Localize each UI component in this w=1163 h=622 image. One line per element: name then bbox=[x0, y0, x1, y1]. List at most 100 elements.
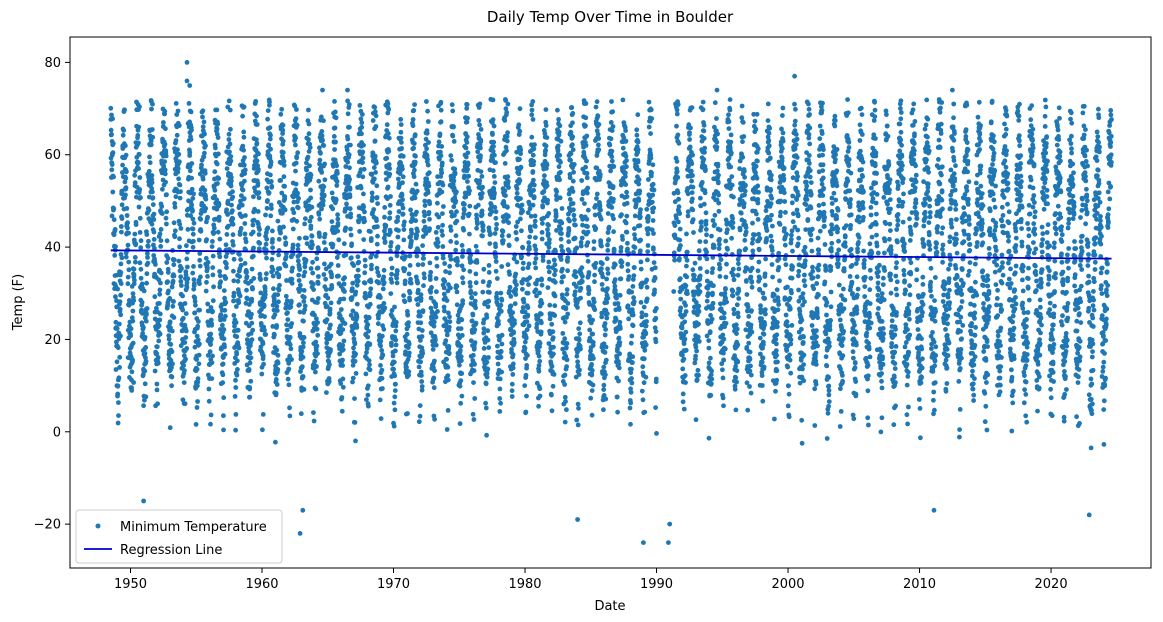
data-point bbox=[549, 321, 555, 327]
data-point bbox=[333, 115, 339, 121]
data-point bbox=[478, 169, 484, 175]
data-point bbox=[491, 174, 497, 179]
data-point bbox=[402, 219, 407, 225]
data-point bbox=[721, 357, 727, 363]
data-point bbox=[387, 215, 393, 221]
data-point bbox=[138, 195, 143, 201]
data-point bbox=[429, 285, 434, 290]
data-point bbox=[221, 427, 226, 433]
data-point bbox=[350, 375, 356, 381]
data-point bbox=[295, 247, 301, 252]
data-point bbox=[125, 274, 131, 280]
data-point bbox=[270, 237, 275, 242]
data-point bbox=[282, 207, 288, 213]
data-point bbox=[533, 247, 539, 252]
data-point bbox=[596, 136, 602, 141]
data-point bbox=[249, 266, 255, 272]
data-point bbox=[151, 229, 157, 235]
data-point bbox=[281, 224, 286, 230]
data-point bbox=[533, 256, 539, 261]
data-point bbox=[714, 116, 719, 121]
data-point bbox=[349, 241, 355, 247]
data-point bbox=[130, 357, 136, 363]
data-point bbox=[674, 111, 680, 117]
data-point bbox=[495, 361, 501, 367]
data-point bbox=[624, 189, 629, 195]
data-point bbox=[203, 255, 209, 261]
data-point bbox=[453, 233, 459, 239]
data-point bbox=[185, 227, 191, 232]
data-point bbox=[163, 126, 168, 132]
data-point bbox=[583, 115, 589, 121]
data-point bbox=[690, 152, 695, 158]
data-point bbox=[139, 300, 145, 305]
data-point bbox=[440, 222, 445, 228]
data-point bbox=[674, 159, 680, 164]
data-point bbox=[530, 202, 536, 208]
data-point bbox=[446, 350, 452, 356]
data-point bbox=[406, 271, 412, 277]
data-point bbox=[109, 167, 115, 173]
data-point bbox=[334, 163, 340, 169]
data-point bbox=[171, 299, 176, 304]
data-point bbox=[197, 307, 203, 313]
data-point bbox=[585, 224, 590, 230]
data-point bbox=[458, 326, 464, 331]
data-point bbox=[401, 237, 407, 243]
data-point bbox=[424, 146, 429, 152]
data-point bbox=[394, 280, 400, 286]
data-point bbox=[415, 302, 421, 307]
data-point bbox=[562, 382, 567, 387]
data-point bbox=[382, 214, 387, 220]
data-point bbox=[160, 186, 165, 192]
data-point bbox=[283, 293, 289, 299]
data-point bbox=[672, 257, 678, 263]
chart-title: Daily Temp Over Time in Boulder bbox=[487, 8, 734, 26]
data-point bbox=[502, 161, 508, 166]
data-point bbox=[195, 383, 200, 389]
data-point bbox=[314, 256, 320, 262]
data-point bbox=[603, 344, 609, 350]
data-point bbox=[177, 244, 183, 250]
data-point bbox=[226, 98, 232, 104]
data-point bbox=[484, 315, 490, 320]
data-point bbox=[417, 313, 423, 319]
data-point bbox=[684, 257, 690, 263]
data-point bbox=[444, 356, 449, 362]
data-point bbox=[367, 301, 373, 307]
data-point bbox=[294, 122, 300, 128]
data-point bbox=[427, 260, 433, 266]
data-point bbox=[140, 331, 146, 336]
data-point bbox=[295, 190, 300, 196]
data-point bbox=[480, 223, 486, 228]
data-point bbox=[132, 172, 138, 178]
data-point bbox=[149, 106, 154, 112]
data-point bbox=[156, 323, 162, 329]
data-point bbox=[703, 218, 709, 224]
data-point bbox=[653, 376, 659, 382]
data-point bbox=[359, 131, 364, 137]
data-point bbox=[558, 257, 564, 262]
data-point bbox=[447, 314, 452, 320]
data-point bbox=[116, 375, 122, 381]
data-point bbox=[322, 261, 327, 267]
data-point bbox=[546, 269, 552, 275]
data-point bbox=[425, 190, 431, 196]
data-point bbox=[372, 104, 378, 110]
data-point bbox=[537, 393, 543, 399]
data-point bbox=[530, 99, 536, 104]
data-point bbox=[398, 135, 404, 141]
data-point bbox=[332, 125, 338, 131]
data-point bbox=[322, 177, 328, 183]
data-point bbox=[504, 110, 510, 115]
data-point bbox=[192, 299, 198, 304]
data-point bbox=[431, 323, 437, 329]
data-point bbox=[420, 351, 426, 356]
data-point bbox=[302, 307, 308, 313]
data-point bbox=[188, 137, 194, 142]
data-point bbox=[455, 258, 460, 264]
data-point bbox=[269, 256, 275, 262]
data-point bbox=[566, 228, 572, 234]
data-point bbox=[604, 315, 610, 321]
data-point bbox=[559, 206, 565, 211]
